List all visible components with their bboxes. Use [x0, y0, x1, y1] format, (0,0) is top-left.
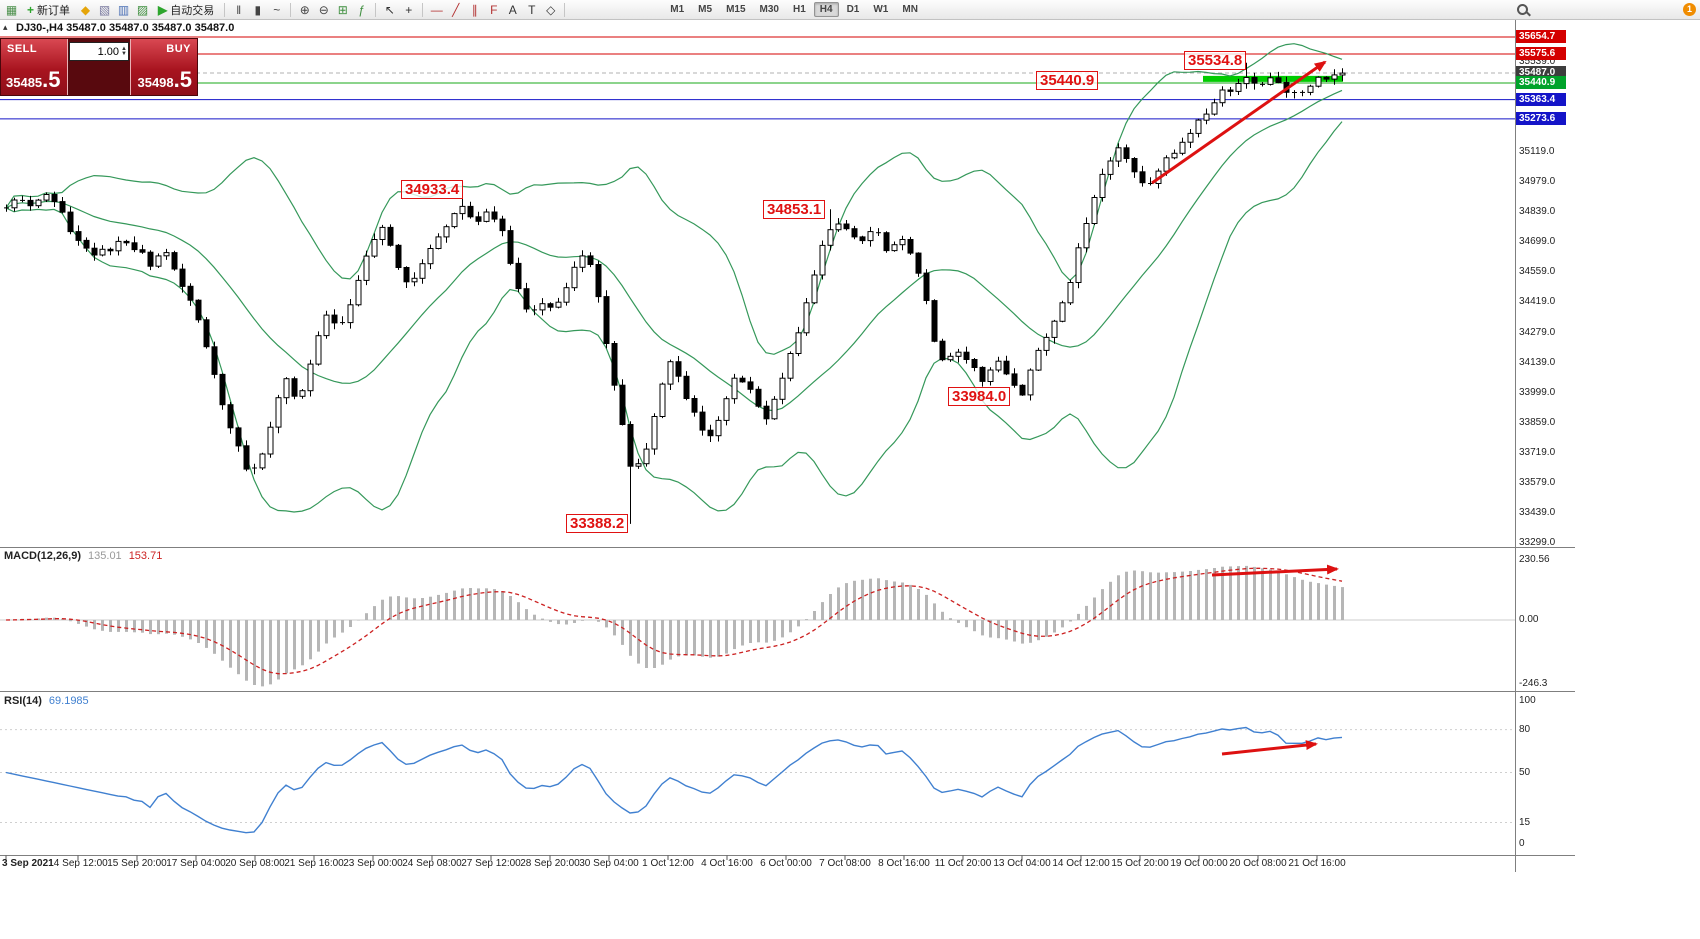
text-icon[interactable]: A: [508, 2, 517, 17]
toolbar-separator: [290, 2, 292, 17]
toolbar-separator: [422, 2, 424, 17]
trendline-icon[interactable]: ╱: [452, 2, 460, 17]
zoom-in-icon[interactable]: ⊕: [299, 2, 310, 17]
new-order-button[interactable]: + 新订单: [22, 1, 75, 19]
profiles-icon[interactable]: ▧: [98, 2, 111, 17]
sell-label: SELL: [7, 43, 38, 55]
metaquotes-icon[interactable]: ◆: [80, 2, 91, 17]
autotrading-icon: ▶: [158, 2, 168, 17]
fibonacci-icon[interactable]: F: [490, 2, 498, 17]
market-watch-icon[interactable]: ▥: [117, 2, 130, 17]
toolbar-separator: [375, 2, 377, 17]
spinner-down-icon[interactable]: ▼: [121, 50, 127, 57]
sell-price: 35485.5: [6, 67, 61, 92]
trend-arrows: [1151, 60, 1339, 756]
label-icon[interactable]: T: [528, 2, 536, 17]
buy-label: BUY: [166, 43, 191, 55]
macd-histogram: [13, 565, 1344, 687]
indicators-icon[interactable]: ƒ: [358, 2, 366, 17]
volume-spinner[interactable]: ▲ ▼: [121, 45, 127, 57]
autotrading-button[interactable]: ▶ 自动交易: [153, 1, 219, 19]
candles-chart-icon[interactable]: ▮: [254, 2, 262, 17]
timeframe-w1-button[interactable]: W1: [873, 4, 889, 15]
macd-value: 135.01: [88, 550, 122, 562]
cursor-icon[interactable]: ↖: [384, 2, 395, 17]
horizontal-line-icon[interactable]: —: [430, 2, 443, 17]
history-center-icon[interactable]: ▨: [136, 2, 149, 17]
bollinger-bands: [5, 43, 1343, 513]
time-axis-ticks: [5, 855, 1318, 860]
macd-signal-value: 153.71: [128, 550, 163, 562]
panel-dividers: [0, 20, 1575, 872]
buy-button[interactable]: BUY 35498.5: [130, 39, 197, 95]
spinner-up-icon[interactable]: ▲: [121, 45, 127, 52]
candles: [4, 62, 1346, 524]
tile-windows-icon[interactable]: ⊞: [337, 2, 348, 17]
macd-signal-line: [5, 567, 1343, 675]
timeframe-m1-button[interactable]: M1: [670, 4, 685, 15]
expand-icon[interactable]: ▴: [3, 22, 8, 32]
new-order-icon: +: [27, 2, 35, 17]
sell-button[interactable]: SELL 35485.5: [1, 39, 68, 95]
toolbar-separator: [564, 2, 566, 17]
timeframe-mn-button[interactable]: MN: [902, 4, 918, 15]
line-chart-icon[interactable]: ~: [273, 2, 281, 17]
volume-value: 1.00: [97, 45, 120, 58]
new-chart-icon[interactable]: ▦: [5, 2, 18, 17]
timeframe-h4-button[interactable]: H4: [813, 2, 839, 17]
timeframe-m30-button[interactable]: M30: [759, 4, 779, 15]
main-toolbar: ▦ + 新订单 ◆ ▧ ▥ ▨ ▶ 自动交易 ‖ ▮ ~ ⊕ ⊖ ⊞ ƒ ↖ + — ╱ ∥ F A T ◇ M1 M5 M15 M30…: [0, 0, 1700, 20]
one-click-trading-panel: SELL 35485.5 1.00 ▲ ▼ BUY 35498.5: [0, 38, 198, 96]
volume-section: 1.00 ▲ ▼: [68, 39, 130, 95]
shapes-icon[interactable]: ◇: [546, 2, 556, 17]
timeframe-h1-button[interactable]: H1: [792, 4, 806, 15]
chart-symbol-info: DJ30-,H4 35487.0 35487.0 35487.0 35487.0: [16, 22, 235, 34]
timeframe-m5-button[interactable]: M5: [698, 4, 713, 15]
macd-label: MACD(12,26,9) 135.01 153.71: [4, 550, 163, 562]
rsi-line: [5, 726, 1343, 834]
search-icon[interactable]: [1517, 4, 1530, 17]
volume-input[interactable]: 1.00 ▲ ▼: [69, 42, 129, 61]
crosshair-icon[interactable]: +: [405, 2, 413, 17]
buy-price: 35498.5: [137, 67, 192, 92]
zoom-out-icon[interactable]: ⊖: [318, 2, 329, 17]
timeframe-m15-button[interactable]: M15: [726, 4, 746, 15]
notification-badge[interactable]: 1: [1683, 3, 1696, 16]
horizontal-lines: [0, 36, 1515, 120]
rsi-value: 69.1985: [48, 695, 89, 707]
autotrading-button-label: 自动交易: [170, 4, 215, 17]
timeframe-d1-button[interactable]: D1: [846, 4, 860, 15]
bars-chart-icon[interactable]: ‖: [236, 2, 242, 17]
toolbar-separator: [224, 2, 226, 17]
channel-icon[interactable]: ∥: [471, 2, 478, 17]
rsi-label: RSI(14) 69.1985: [4, 695, 89, 707]
new-order-button-label: 新订单: [37, 4, 71, 17]
